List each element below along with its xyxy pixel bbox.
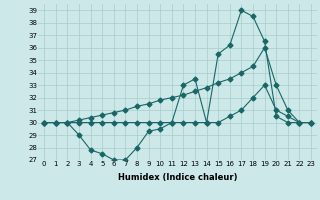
X-axis label: Humidex (Indice chaleur): Humidex (Indice chaleur): [118, 173, 237, 182]
